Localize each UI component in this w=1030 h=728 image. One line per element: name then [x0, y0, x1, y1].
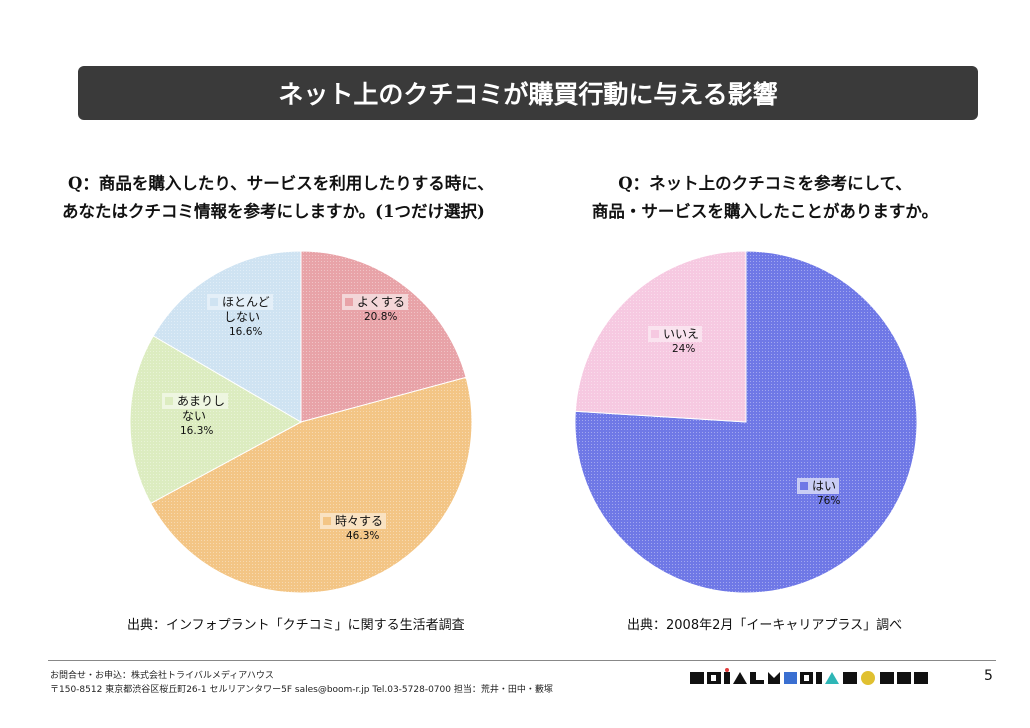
source-2: 出典：2008年2月「イーキャリアプラス」調べ	[627, 618, 903, 633]
pie-chart-usage	[129, 250, 473, 594]
company-logo	[690, 668, 928, 685]
legend-swatch	[345, 298, 353, 306]
label-amari-text-1: あまりし	[177, 394, 226, 408]
page-number: 5	[984, 668, 993, 684]
label-tokidoki: 時々する 46.3%	[320, 513, 387, 544]
label-hai-text: はい	[812, 479, 837, 493]
label-tokidoki-pct: 46.3%	[346, 530, 380, 542]
label-iie: いいえ 24%	[648, 326, 703, 357]
legend-swatch	[323, 517, 331, 525]
footer-contact: お問合せ・お申込：株式会社トライバルメディアハウス	[50, 671, 274, 681]
label-tokidoki-text: 時々する	[335, 514, 384, 528]
footer-address: 〒150-8512 東京都渋谷区桜丘町26-1 セルリアンタワー5F sales…	[50, 685, 553, 695]
page-title-bar: ネット上のクチコミが購買行動に与える影響	[78, 66, 978, 120]
label-yokusuru-pct: 20.8%	[364, 311, 398, 323]
label-yokusuru: よくする 20.8%	[342, 294, 409, 325]
legend-swatch	[165, 397, 173, 405]
pie-slice-texture	[150, 377, 473, 593]
label-amari-pct: 16.3%	[180, 425, 214, 437]
label-yokusuru-text: よくする	[357, 295, 406, 309]
page-title: ネット上のクチコミが購買行動に与える影響	[278, 80, 778, 109]
source-1: 出典：インフォプラント「クチコミ」に関する生活者調査	[127, 618, 465, 633]
pie-slice-texture	[130, 335, 301, 504]
label-iie-text: いいえ	[663, 327, 700, 341]
label-hotondo-text-1: ほとんど	[222, 295, 270, 309]
label-amari-text-2: ない	[182, 409, 207, 423]
label-amari: あまりし ない 16.3%	[162, 393, 229, 439]
footer-divider	[48, 660, 996, 661]
question-1-line-2: あなたはクチコミ情報を参考にしますか。(1つだけ選択)	[62, 202, 485, 221]
pie-slice-texture	[301, 251, 467, 422]
legend-swatch	[800, 482, 808, 490]
label-iie-pct: 24%	[672, 343, 696, 355]
question-2-line-1: Q：ネット上のクチコミを参考にして、	[618, 174, 912, 193]
pie-chart-purchase	[574, 250, 918, 594]
question-2-line-2: 商品・サービスを購入したことがありますか。	[591, 202, 939, 221]
pie-slice-texture	[153, 251, 301, 422]
legend-swatch	[651, 330, 659, 338]
label-hotondo: ほとんど しない 16.6%	[207, 294, 273, 340]
question-1: Q：商品を購入したり、サービスを利用したりする時に、 あなたはクチコミ情報を参考…	[62, 170, 494, 226]
legend-swatch	[210, 298, 218, 306]
question-2: Q：ネット上のクチコミを参考にして、 商品・サービスを購入したことがありますか。	[575, 170, 955, 226]
label-hai: はい 76%	[797, 478, 840, 509]
label-hotondo-pct: 16.6%	[229, 326, 263, 338]
label-hai-pct: 76%	[817, 495, 841, 507]
label-hotondo-text-2: しない	[224, 310, 261, 324]
question-1-line-1: Q：商品を購入したり、サービスを利用したりする時に、	[68, 174, 494, 193]
